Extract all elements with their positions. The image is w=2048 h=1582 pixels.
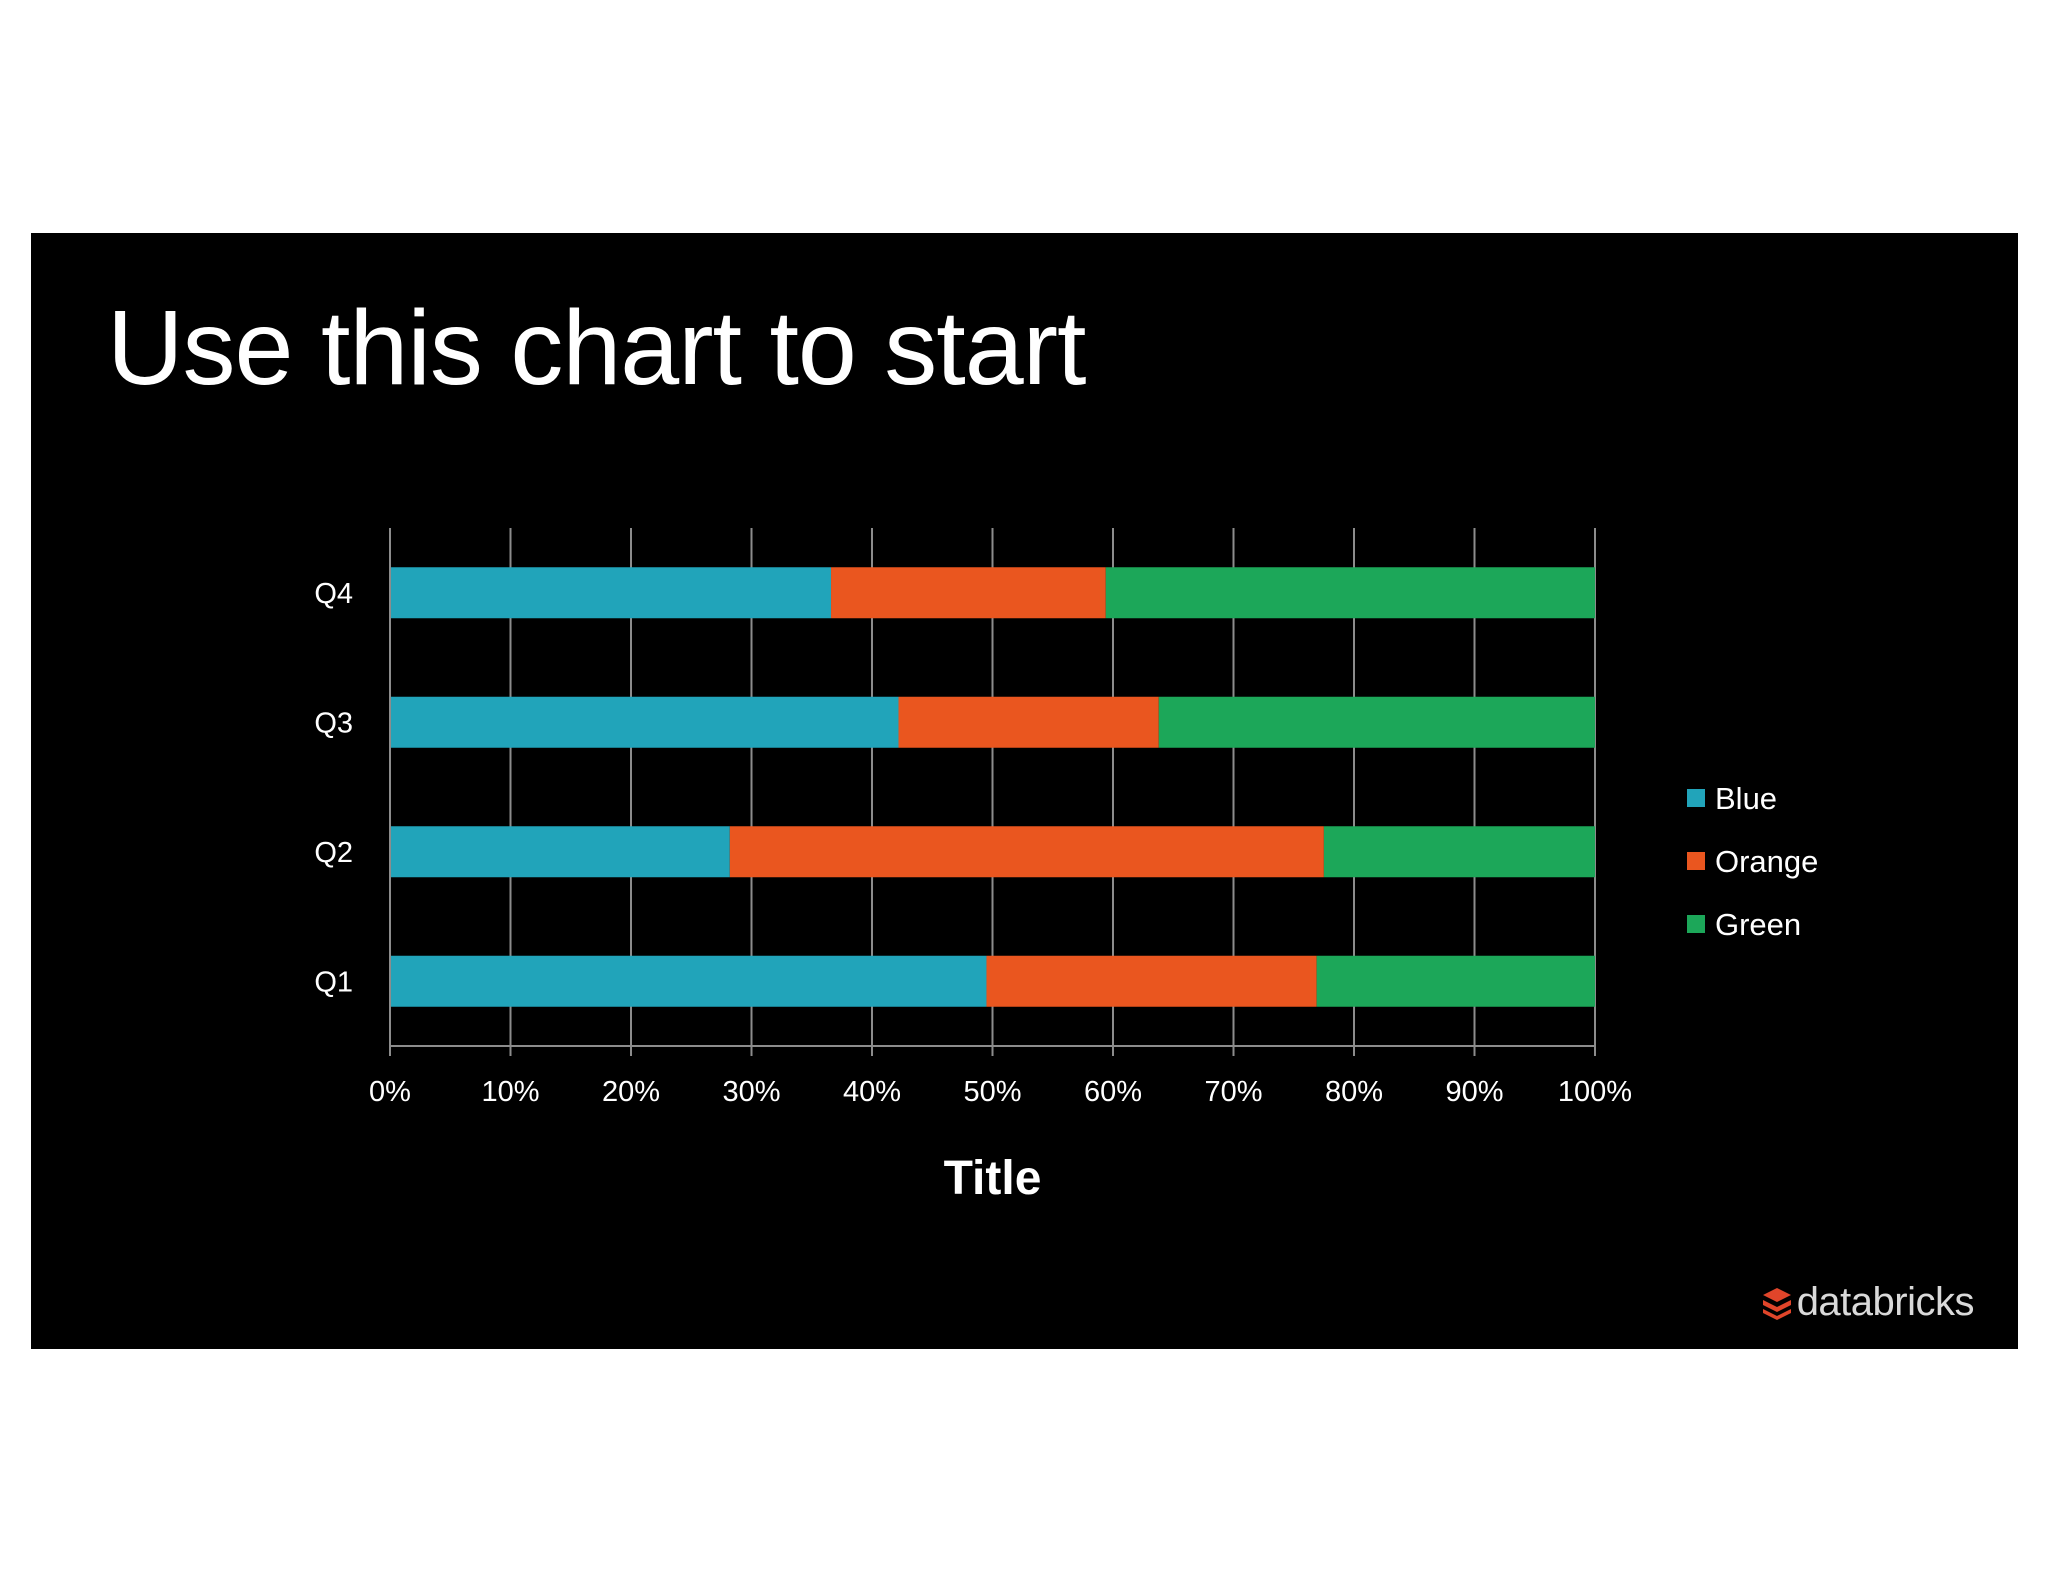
bar-green-q4 <box>1105 567 1595 619</box>
x-tick-label: 80% <box>1325 1076 1383 1108</box>
slide: Use this chart to start 0% 10% 20% 30% 40% 50… <box>31 233 2018 1349</box>
x-tick-label: 70% <box>1204 1076 1262 1108</box>
x-tick-label: 0% <box>369 1076 411 1108</box>
bar-orange-q1 <box>986 955 1317 1007</box>
y-category-label: Q2 <box>314 837 353 869</box>
legend-swatch-orange <box>1687 852 1705 870</box>
brand-name: databricks <box>1796 1280 1975 1324</box>
y-category-label: Q3 <box>314 707 353 739</box>
x-tick-label: 30% <box>722 1076 780 1108</box>
x-axis-title: Title <box>944 1152 1042 1205</box>
y-category-label: Q4 <box>314 578 353 610</box>
legend-swatch-green <box>1687 915 1705 933</box>
bar-orange-q2 <box>729 826 1324 878</box>
bar-orange-q4 <box>831 567 1106 619</box>
legend-label-orange: Orange <box>1715 844 1818 879</box>
stacked-bar-chart: 0% 10% 20% 30% 40% 50% 60% 70% 80% 90% 100% Q1 Q2 Q3 Q… <box>314 528 1818 1205</box>
x-tick-label: 20% <box>602 1076 660 1108</box>
slide-title: Use this chart to start <box>107 289 1086 407</box>
x-tick-label: 10% <box>481 1076 539 1108</box>
x-tick-label: 50% <box>963 1076 1021 1108</box>
x-tick-label: 90% <box>1445 1076 1503 1108</box>
bar-blue-q4 <box>390 567 832 619</box>
bar-blue-q1 <box>390 955 987 1007</box>
bar-orange-q3 <box>898 696 1159 748</box>
bar-green-q3 <box>1158 696 1595 748</box>
bar-green-q1 <box>1316 955 1595 1007</box>
legend-label-blue: Blue <box>1715 781 1777 816</box>
bar-blue-q3 <box>390 696 899 748</box>
legend-swatch-blue <box>1687 789 1705 807</box>
bar-blue-q2 <box>390 826 730 878</box>
x-tick-label: 60% <box>1084 1076 1142 1108</box>
legend-label-green: Green <box>1715 907 1801 942</box>
x-tick-label: 100% <box>1558 1076 1632 1108</box>
databricks-stack-icon <box>1762 1287 1791 1320</box>
y-category-label: Q1 <box>314 966 353 998</box>
databricks-logo: databricks <box>1761 1280 1975 1325</box>
bar-green-q2 <box>1323 826 1595 878</box>
x-tick-label: 40% <box>843 1076 901 1108</box>
